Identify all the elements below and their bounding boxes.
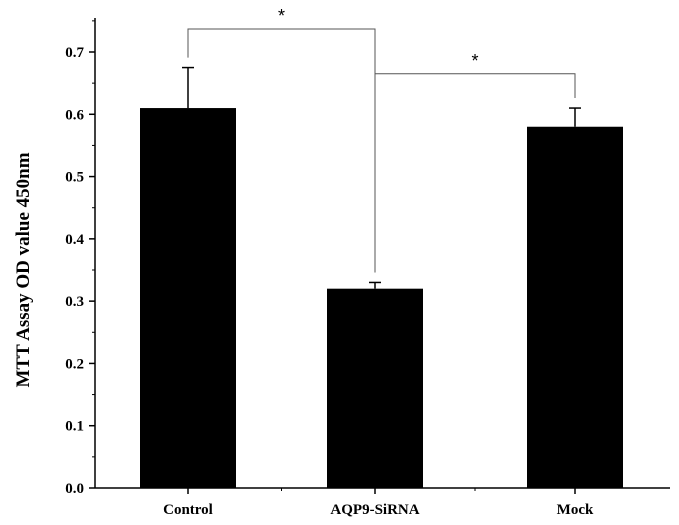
bar <box>140 108 236 489</box>
y-axis-label: MTT Assay OD value 450nm <box>13 152 34 387</box>
bar <box>327 288 423 488</box>
y-tick-label: 0.0 <box>65 481 84 497</box>
y-tick-label: 0.7 <box>65 45 84 61</box>
x-tick-label: Control <box>163 502 213 518</box>
bars <box>140 66 623 489</box>
y-tick-label: 0.4 <box>65 232 84 248</box>
y-tick-label: 0.6 <box>65 107 84 123</box>
y-tick-label: 0.5 <box>65 170 84 186</box>
significance-star: * <box>278 6 285 26</box>
y-tick-label: 0.1 <box>65 419 84 435</box>
significance-bracket <box>374 73 576 273</box>
significance-star: * <box>471 51 478 71</box>
y-tick-label: 0.2 <box>65 356 84 372</box>
x-tick-label: AQP9-SiRNA <box>330 502 419 518</box>
bar <box>527 126 623 488</box>
y-tick-label: 0.3 <box>65 294 84 310</box>
significance-brackets: ** <box>187 6 576 273</box>
x-tick-label: Mock <box>557 502 594 518</box>
